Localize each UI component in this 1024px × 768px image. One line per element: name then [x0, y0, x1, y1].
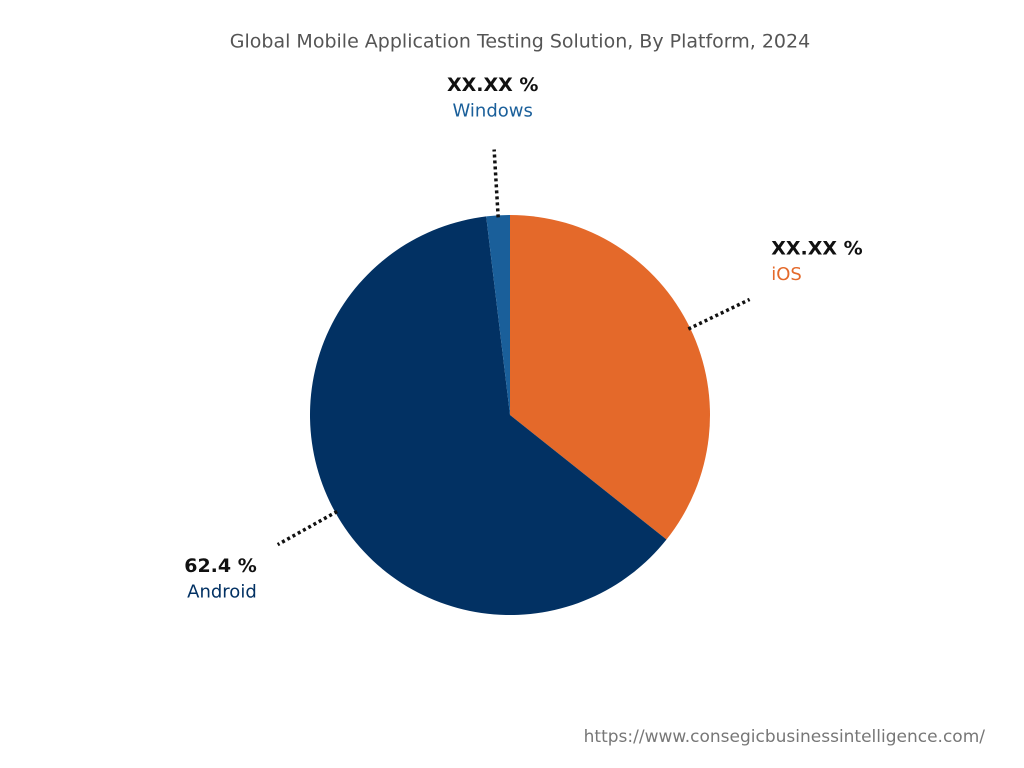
pie-slice: [510, 215, 710, 540]
value-label: 62.4 %: [184, 555, 257, 577]
value-label: XX.XX %: [447, 74, 538, 96]
pie-slice: [309, 216, 667, 616]
chart-title: Global Mobile Application Testing Soluti…: [230, 31, 810, 53]
value-label: XX.XX %: [771, 238, 862, 260]
leader-line: [687, 297, 751, 331]
source-url: https://www.consegicbusinessintelligence…: [584, 727, 986, 747]
leader-line: [276, 509, 338, 547]
category-label: Windows: [453, 101, 533, 122]
pie-slice: [486, 215, 510, 415]
category-label: Android: [187, 581, 257, 602]
leader-line: [492, 149, 500, 218]
category-label: iOS: [771, 264, 802, 285]
